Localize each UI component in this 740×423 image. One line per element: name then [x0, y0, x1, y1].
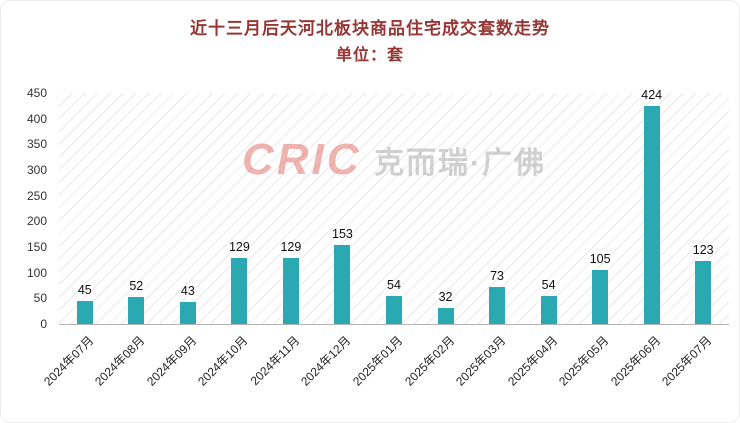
plot-area: CRIC 克而瑞·广佛 45 52 43 129 129 153 54 32 73 54 105 42…	[59, 88, 729, 325]
bar-value-label: 105	[589, 252, 611, 267]
x-tick-label: 2024年11月	[247, 333, 303, 388]
x-tick-label: 2024年08月	[92, 333, 148, 389]
bar-value-label: 129	[280, 239, 302, 254]
y-tick-label: 400	[26, 111, 47, 126]
x-tick-label: 2024年09月	[143, 333, 200, 389]
bar	[386, 296, 402, 324]
bar-value-label: 45	[77, 282, 92, 297]
x-tick-label: 2025年02月	[401, 333, 457, 389]
x-tick-label: 2025年07月	[659, 333, 715, 389]
y-tick-label: 200	[26, 214, 47, 229]
y-tick-label: 100	[26, 265, 47, 280]
bar	[489, 286, 506, 324]
bar-value-label: 54	[387, 278, 401, 293]
bar-value-label: 129	[228, 239, 250, 254]
bar-value-label: 73	[490, 268, 505, 283]
bar-value-label: 43	[180, 283, 195, 298]
x-tick-label: 2024年07月	[40, 333, 97, 389]
x-tick-label: 2025年03月	[453, 333, 509, 389]
watermark-text: 克而瑞·广佛	[374, 147, 546, 180]
bars-group: 45 52 43 129 129 153 54 32 73 54 105 424 123	[59, 88, 729, 324]
x-tick-label: 2025年01月	[350, 333, 406, 389]
bar	[282, 257, 299, 324]
cric-logo: CRIC	[241, 135, 362, 184]
bar	[643, 106, 660, 324]
y-tick-label: 150	[26, 240, 47, 254]
bar	[540, 296, 557, 324]
y-tick-label: 50	[33, 291, 47, 306]
bar-value-label: 123	[692, 242, 714, 257]
y-tick-label: 450	[26, 86, 47, 100]
bar-value-label: 424	[641, 88, 663, 103]
y-tick-label: 0	[40, 317, 47, 331]
y-axis: 0 50 100 150 200 250 300 350 400 450	[1, 86, 53, 331]
bar	[128, 297, 145, 324]
y-tick-label: 250	[26, 188, 47, 203]
x-tick-label: 2024年12月	[298, 333, 354, 389]
bar	[695, 260, 712, 324]
bar-value-label: 52	[129, 279, 144, 294]
bar	[334, 245, 351, 324]
bar-value-label: 32	[438, 289, 453, 304]
bar	[179, 301, 196, 324]
bar-value-label: 153	[332, 227, 353, 242]
x-tick-label: 2025年04月	[504, 333, 560, 389]
y-tick-label: 300	[26, 163, 47, 177]
bar	[592, 270, 609, 324]
watermark: CRIC 克而瑞·广佛	[59, 135, 729, 185]
y-tick-label: 350	[26, 137, 47, 152]
x-tick-label: 2025年05月	[556, 333, 612, 389]
chart-subtitle: 单位：套	[335, 47, 404, 64]
chart-title: 近十三月后天河北板块商品住宅成交套数走势	[190, 19, 550, 38]
bar	[231, 257, 248, 324]
bar	[76, 300, 93, 324]
x-tick-label: 2024年10月	[195, 333, 251, 389]
x-tick-label: 2025年06月	[607, 333, 664, 389]
bar-value-label: 54	[541, 278, 556, 293]
bar	[437, 307, 454, 324]
